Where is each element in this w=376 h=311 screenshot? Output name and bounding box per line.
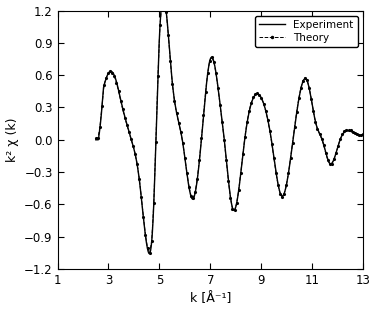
Experiment	[212, 60, 216, 64]
Theory	[170, 83, 175, 86]
Theory	[94, 137, 98, 140]
Experiment	[147, 252, 152, 256]
Theory	[212, 60, 216, 64]
Theory	[147, 251, 152, 255]
X-axis label: k [Å⁻¹]: k [Å⁻¹]	[190, 292, 231, 305]
Legend: Experiment, Theory: Experiment, Theory	[255, 16, 358, 47]
Theory	[361, 132, 365, 136]
Theory	[274, 171, 278, 175]
Theory	[307, 86, 311, 89]
Line: Theory: Theory	[94, 0, 365, 255]
Experiment	[121, 108, 125, 112]
Experiment	[94, 138, 98, 142]
Experiment	[202, 104, 207, 108]
Theory	[237, 188, 241, 192]
Line: Experiment: Experiment	[96, 0, 363, 254]
Experiment	[302, 77, 307, 81]
Experiment	[361, 132, 365, 136]
Y-axis label: k² χ (k): k² χ (k)	[6, 118, 18, 162]
Theory	[294, 110, 299, 114]
Experiment	[307, 88, 312, 92]
Experiment	[277, 190, 282, 194]
